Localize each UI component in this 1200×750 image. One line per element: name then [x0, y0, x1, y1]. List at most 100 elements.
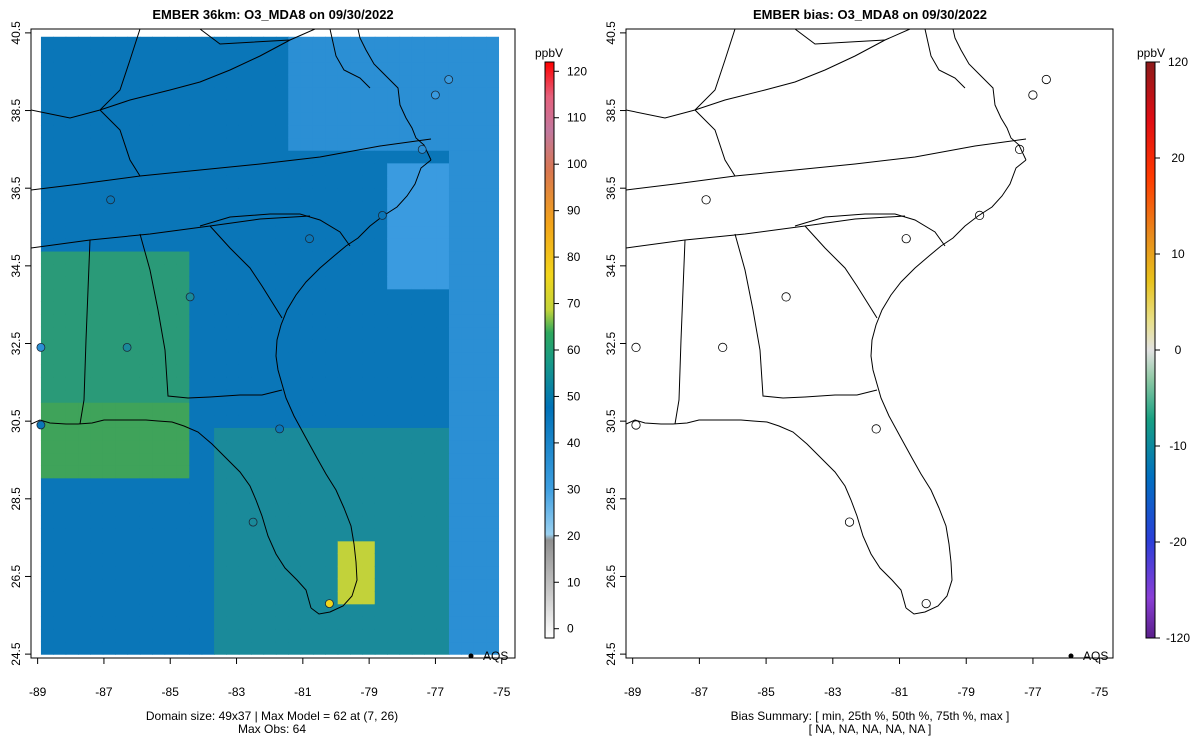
grid-cell — [53, 162, 67, 176]
grid-cell — [486, 616, 500, 630]
grid-cell — [164, 162, 178, 176]
obs-site-marker — [275, 424, 285, 434]
grid-cell — [214, 339, 228, 353]
state-border-va-md — [329, 29, 371, 89]
grid-cell — [275, 36, 289, 50]
grid-cell — [387, 502, 401, 517]
grid-cell — [40, 427, 54, 441]
grid-cell — [424, 339, 438, 353]
grid-cell — [214, 628, 228, 643]
grid-cell — [226, 490, 240, 504]
grid-cell — [411, 528, 425, 542]
grid-cell — [102, 402, 116, 416]
grid-cell — [288, 490, 302, 504]
grid-cell — [78, 74, 91, 88]
grid-cell — [201, 578, 215, 592]
grid-cell — [90, 477, 104, 491]
grid-cell — [288, 87, 302, 101]
grid-cell — [312, 402, 326, 416]
grid-cell — [214, 162, 228, 176]
grid-cell — [189, 616, 203, 630]
grid-cell — [65, 326, 79, 340]
grid-cell — [139, 528, 153, 542]
grid-cell — [102, 99, 116, 113]
grid-cell — [201, 225, 215, 239]
grid-cell — [189, 213, 203, 227]
grid-cell — [102, 74, 116, 88]
grid-cell — [127, 502, 141, 517]
grid-cell — [214, 99, 228, 113]
grid-cell — [399, 465, 413, 479]
grid-cell — [300, 313, 314, 328]
grid-cell — [448, 213, 462, 227]
grid-cell — [325, 213, 339, 227]
grid-cell — [362, 200, 376, 214]
grid-cell — [127, 175, 141, 189]
grid-cell — [300, 200, 314, 214]
grid-cell — [176, 213, 190, 227]
grid-cell — [275, 490, 289, 504]
grid-cell — [226, 339, 240, 353]
grid-cell — [461, 414, 475, 428]
grid-cell — [288, 137, 302, 151]
grid-cell — [399, 301, 413, 315]
grid-cell — [102, 49, 116, 63]
grid-cell — [152, 112, 166, 126]
grid-cell — [337, 326, 351, 340]
grid-cell — [164, 339, 178, 353]
grid-cell — [399, 364, 413, 378]
grid-cell — [115, 36, 129, 50]
grid-cell — [350, 187, 364, 202]
grid-cell — [201, 477, 215, 491]
grid-cell — [387, 213, 401, 227]
grid-cell — [201, 137, 215, 151]
grid-cell — [448, 502, 462, 517]
grid-cell — [201, 276, 215, 290]
grid-cell — [486, 263, 500, 277]
x-tick-label: -75 — [1091, 685, 1109, 699]
grid-cell — [115, 515, 129, 529]
grid-cell — [399, 553, 413, 567]
grid-cell — [461, 187, 475, 202]
grid-cell — [424, 213, 438, 227]
state-border-oh-ky — [31, 109, 101, 119]
grid-cell — [337, 351, 351, 365]
obs-site-marker — [248, 517, 258, 527]
grid-cell — [226, 276, 240, 290]
grid-cell — [53, 276, 67, 290]
grid-cell — [387, 288, 401, 302]
grid-cell — [238, 477, 252, 491]
grid-cell — [436, 427, 450, 441]
grid-cell — [312, 502, 326, 517]
grid-cell — [362, 389, 376, 403]
grid-cell — [399, 351, 413, 365]
grid-cell — [288, 339, 302, 353]
grid-cell — [424, 376, 438, 391]
grid-cell — [115, 490, 129, 504]
grid-cell — [473, 578, 487, 592]
grid-cell — [486, 414, 500, 428]
grid-cell — [226, 288, 240, 302]
grid-cell — [40, 74, 54, 88]
grid-cell — [263, 465, 277, 479]
grid-cell — [275, 502, 289, 517]
grid-cell — [312, 276, 326, 290]
grid-cell — [486, 553, 500, 567]
grid-cell — [387, 376, 401, 391]
grid-cell — [189, 339, 203, 353]
grid-cell — [436, 276, 450, 290]
grid-cell — [139, 389, 153, 403]
grid-cell — [337, 175, 351, 189]
grid-cell — [486, 225, 500, 239]
grid-cell — [164, 238, 178, 252]
obs-site-marker — [701, 195, 711, 205]
state-border-tennessee-south — [31, 215, 311, 249]
grid-cell — [473, 502, 487, 517]
grid-cell — [40, 641, 54, 655]
grid-cell — [300, 376, 314, 391]
grid-cell — [387, 553, 401, 567]
grid-cell — [53, 213, 67, 227]
grid-cell — [312, 414, 326, 428]
grid-cell — [473, 313, 487, 328]
grid-cell — [312, 465, 326, 479]
